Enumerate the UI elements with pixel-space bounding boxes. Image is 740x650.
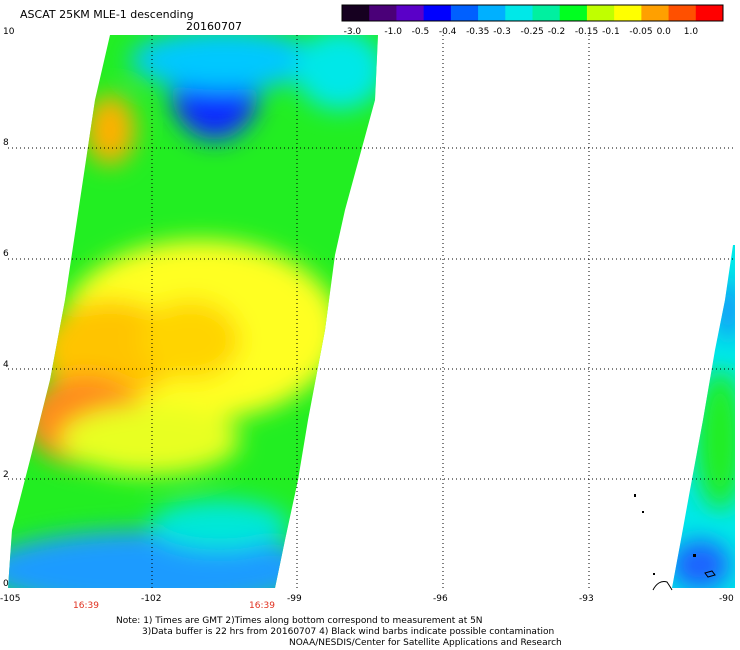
x-tick-label: -93 xyxy=(579,594,594,604)
footnote-line-2: 3)Data buffer is 22 hrs from 20160707 4)… xyxy=(142,627,555,637)
y-tick-label: 2 xyxy=(3,470,9,480)
colorbar-swatch xyxy=(369,5,397,21)
colorbar-tick-label: -0.25 xyxy=(520,27,544,37)
colorbar xyxy=(341,4,724,22)
colorbar-swatch xyxy=(505,5,533,21)
colorbar-tick-label: -1.0 xyxy=(384,27,402,37)
swath-time-label: 16:39 xyxy=(73,601,99,611)
colorbar-swatch xyxy=(396,5,425,21)
colorbar-swatch xyxy=(478,5,506,21)
y-tick-label: 10 xyxy=(3,27,15,37)
colorbar-swatch xyxy=(586,5,615,21)
y-tick-label: 6 xyxy=(3,249,9,259)
x-tick-label: -105 xyxy=(0,594,21,604)
colorbar-tick-label: -0.5 xyxy=(411,27,430,37)
swath-west xyxy=(8,35,378,588)
colorbar-tick-label: -3.0 xyxy=(343,27,362,37)
map-title: ASCAT 25KM MLE-1 descending xyxy=(20,8,194,21)
colorbar-tick-label: -0.2 xyxy=(547,27,566,37)
colorbar-tick-label: -0.05 xyxy=(629,27,653,37)
colorbar-swatch xyxy=(450,5,479,21)
swath-east xyxy=(672,245,735,588)
footnote-line-1: Note: 1) Times are GMT 2)Times along bot… xyxy=(116,616,483,626)
colorbar-tick-label: -0.15 xyxy=(574,27,599,37)
x-tick-label: -96 xyxy=(433,594,448,604)
y-tick-label: 4 xyxy=(3,360,9,370)
colorbar-tick-label: 1.0 xyxy=(683,27,699,37)
colorbar-tick-label: -0.1 xyxy=(602,27,620,37)
colorbar-border xyxy=(341,4,724,22)
colorbar-tick-label: -0.3 xyxy=(493,27,511,37)
colorbar-swatch xyxy=(668,5,697,21)
colorbar-swatch xyxy=(641,5,670,21)
colorbar-tick-label: -0.35 xyxy=(466,27,490,37)
map-date: 20160707 xyxy=(186,20,242,33)
y-tick-label: 0 xyxy=(3,579,9,589)
colorbar-swatch xyxy=(695,5,724,21)
colorbar-swatch xyxy=(423,5,452,21)
y-tick-label: 8 xyxy=(3,138,9,148)
swath-time-label: 16:39 xyxy=(249,601,275,611)
colorbar-tick-label: 0.0 xyxy=(656,27,671,37)
grid-lines xyxy=(8,35,735,590)
colorbar-swatch xyxy=(559,5,588,21)
colorbar-swatch xyxy=(342,5,370,21)
footnote-line-3: NOAA/NESDIS/Center for Satellite Applica… xyxy=(289,638,562,648)
x-tick-label: -90 xyxy=(719,594,734,604)
coastline xyxy=(634,494,716,591)
x-tick-label: -102 xyxy=(141,594,162,604)
x-tick-label: -99 xyxy=(287,594,302,604)
colorbar-swatch xyxy=(614,5,642,21)
colorbar-tick-label: -0.4 xyxy=(438,27,457,37)
colorbar-swatch xyxy=(532,5,561,21)
